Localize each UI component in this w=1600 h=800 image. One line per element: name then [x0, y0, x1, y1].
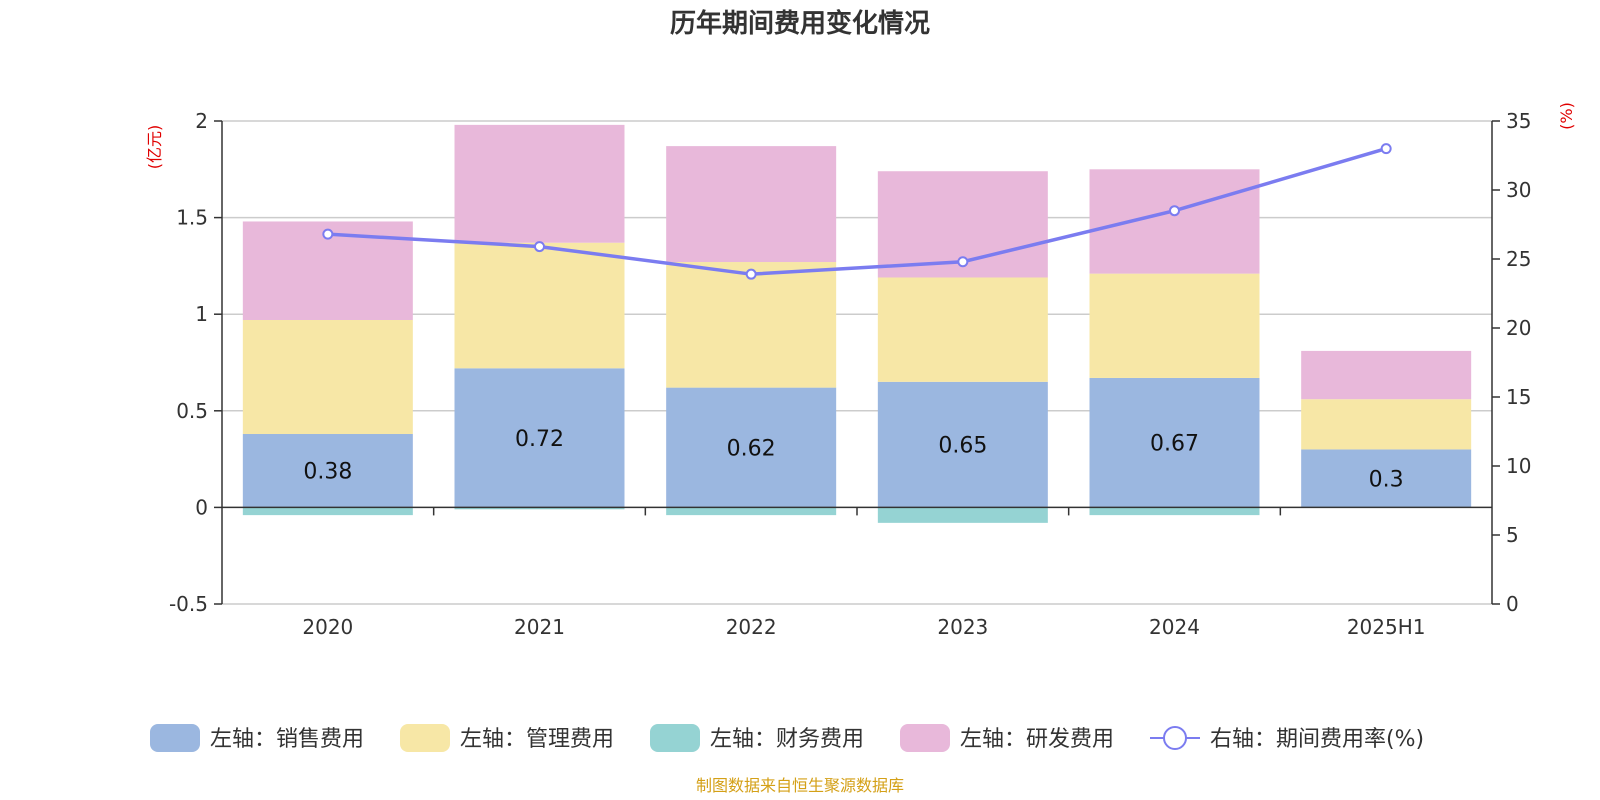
rate-point — [745, 268, 757, 280]
bar-segment — [877, 381, 1048, 508]
bar-segment — [454, 368, 625, 508]
bar-segment — [1301, 350, 1472, 400]
bar-value-label: 0.38 — [303, 460, 352, 485]
left-tick-label: 1 — [195, 302, 208, 326]
left-axis-unit: (亿元) — [145, 125, 164, 170]
legend-swatch — [400, 724, 450, 752]
legend-swatch — [150, 724, 200, 752]
bar-segment — [242, 433, 413, 508]
bar-segment — [454, 124, 625, 243]
legend-swatch — [650, 724, 700, 752]
bar-value-label: 0.67 — [1150, 432, 1199, 457]
legend-label: 右轴：期间费用率(%) — [1210, 727, 1424, 752]
right-tick-label: 15 — [1506, 385, 1531, 409]
x-tick-label: 2023 — [937, 615, 988, 639]
rate-point — [957, 256, 969, 268]
rate-point — [1169, 205, 1180, 217]
bar-segment — [242, 319, 413, 434]
legend-marker — [1163, 726, 1187, 750]
x-tick-label: 2020 — [302, 615, 353, 639]
rate-point — [534, 241, 545, 253]
bars-group — [242, 124, 1472, 523]
bar-value-label: 0.65 — [938, 434, 987, 459]
bar-segment — [666, 387, 837, 508]
legend-label: 左轴：研发费用 — [960, 727, 1114, 752]
bar-segment — [1301, 449, 1472, 508]
right-axis-unit: (%) — [1557, 102, 1576, 130]
rate-point — [322, 228, 334, 240]
bar-segment — [1089, 507, 1260, 516]
source-note: 制图数据来自恒生聚源数据库 — [696, 776, 904, 795]
x-tick-label: 2021 — [514, 615, 565, 639]
chart-title: 历年期间费用变化情况 — [670, 8, 930, 39]
left-tick-label: 2 — [195, 109, 208, 133]
x-tick-label: 2025H1 — [1347, 615, 1426, 639]
right-tick-label: 10 — [1506, 454, 1531, 478]
right-tick-label: 30 — [1506, 178, 1531, 202]
bar-segment — [666, 262, 837, 388]
right-tick-label: 20 — [1506, 316, 1531, 340]
bar-segment — [1301, 399, 1472, 450]
legend-swatch — [900, 724, 950, 752]
bar-segment — [1089, 273, 1260, 378]
bar-labels-group: 0.38 0.72 0.62 0.65 0.67 0.3 — [303, 427, 1403, 493]
bar-segment — [454, 507, 625, 510]
legend-label: 左轴：管理费用 — [460, 727, 614, 752]
right-tick-label: 5 — [1506, 523, 1519, 547]
right-tick-label: 0 — [1506, 592, 1519, 616]
right-tick-label: 35 — [1506, 109, 1531, 133]
bar-value-label: 0.72 — [515, 427, 564, 452]
right-tick-label: 25 — [1506, 247, 1531, 271]
legend: 左轴：销售费用 左轴：管理费用 左轴：财务费用 左轴：研发费用 右轴：期间费用率(%) — [150, 724, 1424, 752]
left-tick-label: 1.5 — [176, 206, 208, 230]
bar-segment — [242, 507, 413, 516]
bar-segment — [666, 507, 837, 516]
legend-label: 左轴：财务费用 — [710, 727, 864, 752]
x-tick-label: 2024 — [1149, 615, 1200, 639]
rate-line — [327, 146, 1387, 276]
bar-segment — [666, 146, 837, 263]
left-tick-label: 0.5 — [176, 399, 208, 423]
bar-segment — [1089, 377, 1260, 508]
rate-point — [1380, 143, 1392, 155]
bar-value-label: 0.3 — [1369, 467, 1404, 492]
bar-segment — [877, 507, 1048, 523]
left-tick-label: -0.5 — [169, 592, 208, 616]
bar-segment — [877, 277, 1048, 382]
bar-segment — [1089, 169, 1260, 274]
gridlines — [222, 120, 1492, 605]
left-tick-label: 0 — [195, 495, 208, 519]
line-series-group — [322, 143, 1392, 280]
legend-label: 左轴：销售费用 — [210, 727, 364, 752]
x-tick-label: 2022 — [726, 615, 777, 639]
bar-segment — [454, 242, 625, 369]
bar-value-label: 0.62 — [727, 437, 776, 462]
